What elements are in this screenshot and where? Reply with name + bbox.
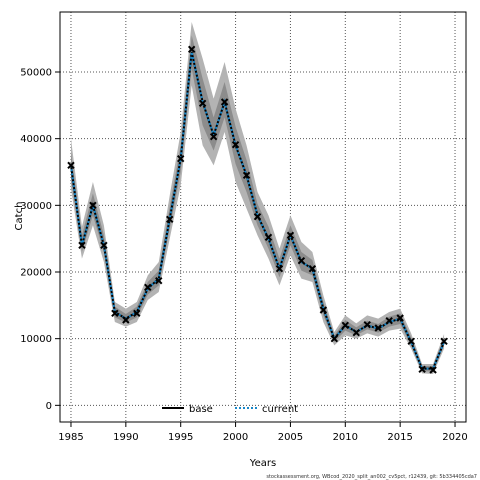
observed-point-stroke xyxy=(440,337,448,346)
observed-point xyxy=(407,337,415,346)
observed-point-stroke xyxy=(429,366,437,374)
observed-point xyxy=(319,306,328,314)
observed-point-stroke xyxy=(187,45,196,54)
observed-point xyxy=(220,98,229,106)
observed-point-stroke xyxy=(209,132,218,141)
observed-point-stroke xyxy=(374,324,382,332)
y-tick-label: 40000 xyxy=(20,134,52,145)
observed-point-stroke xyxy=(330,334,339,343)
x-tick-label: 2020 xyxy=(442,432,467,443)
observed-point xyxy=(78,241,86,250)
observed-point-stroke xyxy=(253,212,262,221)
observed-point xyxy=(341,321,350,330)
observed-point xyxy=(155,276,163,285)
observed-point xyxy=(275,264,284,273)
x-tick-label: 2010 xyxy=(333,432,358,443)
observed-point xyxy=(122,316,130,324)
observed-point-stroke xyxy=(176,154,185,163)
observed-point xyxy=(286,231,295,240)
observed-point xyxy=(374,324,382,332)
observed-point-stroke xyxy=(407,337,415,346)
confidence-band-outer xyxy=(70,22,445,374)
observed-points xyxy=(67,45,448,374)
observed-point xyxy=(253,212,262,221)
observed-point-stroke xyxy=(122,316,130,324)
observed-point xyxy=(418,365,426,374)
observed-point-stroke xyxy=(385,316,393,325)
observed-point-stroke xyxy=(155,276,163,285)
observed-point-stroke xyxy=(418,365,426,374)
observed-point-stroke xyxy=(319,306,328,314)
y-tick-label: 0 xyxy=(46,401,52,412)
observed-point xyxy=(209,132,218,141)
observed-point-stroke xyxy=(100,241,108,250)
observed-point-stroke xyxy=(198,99,207,108)
observed-point-stroke xyxy=(78,241,86,250)
x-tick-label: 1990 xyxy=(113,432,138,443)
legend-label-base: base xyxy=(189,404,213,415)
footnote: stockassessment.org, WBcod_2020_split_an… xyxy=(266,474,477,480)
observed-point-stroke xyxy=(220,98,229,106)
observed-point xyxy=(330,334,339,343)
observed-point xyxy=(67,161,75,170)
observed-point-stroke xyxy=(67,161,75,170)
observed-point xyxy=(176,154,185,163)
observed-point xyxy=(100,241,108,250)
observed-point-stroke xyxy=(352,328,360,337)
observed-point xyxy=(133,309,141,318)
observed-point xyxy=(198,99,207,108)
series-line-current xyxy=(69,51,445,370)
x-axis: 1985 1990 1995 2000 2005 2010 2015 2020 xyxy=(58,422,468,443)
y-tick-label: 50000 xyxy=(20,68,52,79)
observed-point-stroke xyxy=(396,314,404,322)
observed-point xyxy=(352,328,360,337)
observed-point-stroke xyxy=(341,321,350,330)
x-axis-title: Years xyxy=(249,458,276,469)
x-tick-label: 2005 xyxy=(278,432,303,443)
observed-point xyxy=(231,140,240,149)
observed-point-stroke xyxy=(231,140,240,149)
observed-point-stroke xyxy=(286,231,295,240)
observed-point-stroke xyxy=(297,256,306,265)
observed-point-stroke xyxy=(308,264,317,273)
y-tick-label: 20000 xyxy=(20,268,52,279)
observed-point-stroke xyxy=(133,309,141,318)
observed-point xyxy=(264,233,273,242)
observed-point xyxy=(89,201,97,210)
observed-point-stroke xyxy=(166,215,174,224)
observed-point-stroke xyxy=(111,309,119,318)
observed-point-stroke xyxy=(264,233,273,242)
observed-point xyxy=(144,283,152,292)
plot-frame xyxy=(59,11,467,423)
x-tick-label: 1985 xyxy=(58,432,83,443)
y-axis-title: Catch xyxy=(14,202,25,231)
observed-point xyxy=(385,316,393,325)
y-tick-label: 30000 xyxy=(20,201,52,212)
x-tick-label: 1995 xyxy=(168,432,193,443)
observed-point-stroke xyxy=(89,201,97,210)
observed-point-stroke xyxy=(275,264,284,273)
observed-point-stroke xyxy=(144,283,152,292)
legend-label-current: current xyxy=(262,404,298,415)
y-tick-label: 10000 xyxy=(20,334,52,345)
observed-point xyxy=(166,215,174,224)
observed-point xyxy=(363,320,371,329)
observed-point xyxy=(308,264,317,273)
x-tick-label: 2015 xyxy=(387,432,412,443)
observed-point xyxy=(429,366,437,374)
observed-point xyxy=(242,171,251,180)
x-tick-label: 2000 xyxy=(223,432,248,443)
observed-point xyxy=(297,256,306,265)
observed-point xyxy=(440,337,448,346)
observed-point-stroke xyxy=(242,171,251,180)
observed-point-stroke xyxy=(363,320,371,329)
observed-point xyxy=(111,309,119,318)
observed-point xyxy=(396,314,404,322)
legend: base current xyxy=(162,404,298,415)
y-axis: 0 10000 20000 30000 40000 50000 xyxy=(20,68,60,412)
confidence-bands xyxy=(70,22,445,374)
observed-point xyxy=(187,45,196,54)
